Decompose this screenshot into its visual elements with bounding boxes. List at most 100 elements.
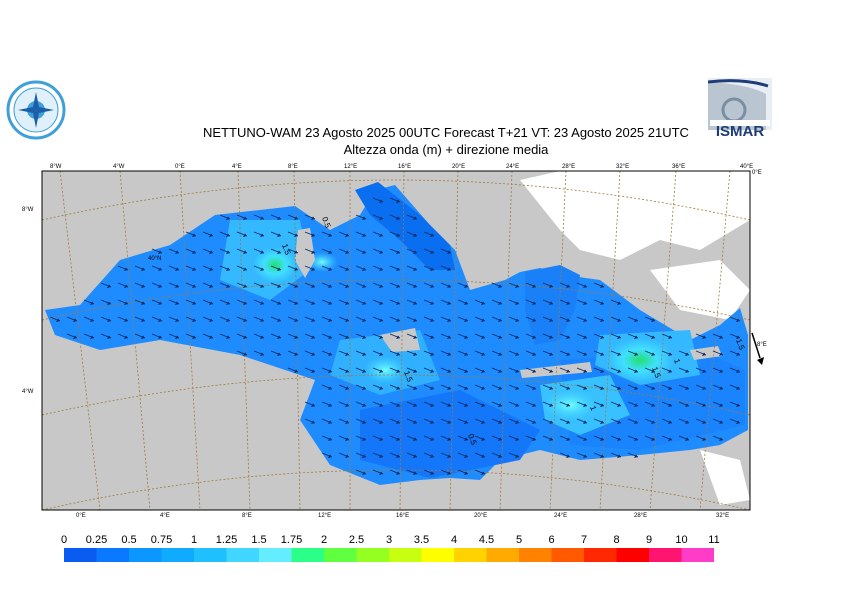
wave-arrow bbox=[236, 350, 248, 356]
wave-arrow bbox=[321, 333, 333, 339]
legend-label: 0 bbox=[61, 534, 67, 546]
chart-title: NETTUNO-WAM 23 Agosto 2025 00UTC Forecas… bbox=[203, 125, 689, 140]
wave-arrow bbox=[610, 384, 622, 390]
wave-arrow bbox=[508, 367, 520, 373]
wave-arrow bbox=[576, 452, 588, 458]
wave-arrow bbox=[372, 333, 384, 339]
wave-arrow bbox=[576, 401, 588, 407]
legend-label: 7 bbox=[581, 534, 587, 546]
wave-arrow bbox=[457, 401, 469, 407]
wave-arrow bbox=[185, 248, 197, 254]
wave-arrow bbox=[372, 418, 384, 424]
wave-arrow bbox=[168, 282, 180, 288]
wave-arrow bbox=[202, 299, 214, 305]
wave-arrow bbox=[695, 350, 707, 356]
wave-arrow bbox=[355, 435, 367, 441]
wave-arrow bbox=[134, 299, 146, 305]
wave-arrow bbox=[729, 401, 741, 407]
wave-arrow bbox=[338, 384, 350, 390]
wave-arrow bbox=[491, 384, 503, 390]
wave-arrow bbox=[440, 265, 452, 271]
wave-arrow bbox=[236, 231, 248, 237]
legend-label: 4 bbox=[451, 534, 457, 546]
wave-arrow bbox=[389, 265, 401, 271]
wave-arrow bbox=[576, 350, 588, 356]
wave-arrow bbox=[355, 316, 367, 322]
wave-arrow bbox=[100, 316, 112, 322]
wave-arrow bbox=[321, 367, 333, 373]
chart-subtitle: Altezza onda (m) + direzione media bbox=[343, 142, 549, 157]
wave-arrow bbox=[525, 299, 537, 305]
wave-arrow bbox=[406, 265, 418, 271]
wave-arrow bbox=[491, 350, 503, 356]
wave-arrow bbox=[151, 282, 163, 288]
wave-arrow bbox=[321, 384, 333, 390]
wave-arrow bbox=[83, 299, 95, 305]
wave-arrow bbox=[423, 333, 435, 339]
wave-arrow bbox=[406, 401, 418, 407]
legend-swatch bbox=[649, 548, 682, 562]
legend-label: 10 bbox=[675, 534, 687, 546]
bottom-tick: 32°E bbox=[716, 513, 729, 519]
legend-label: 0.25 bbox=[86, 534, 107, 546]
wave-arrow bbox=[270, 350, 282, 356]
wave-arrow bbox=[695, 418, 707, 424]
wave-arrow bbox=[117, 265, 129, 271]
wave-arrow bbox=[559, 350, 571, 356]
wave-arrow bbox=[100, 282, 112, 288]
wave-arrow bbox=[627, 452, 639, 458]
wave-arrow bbox=[661, 435, 673, 441]
wave-arrow bbox=[253, 299, 265, 305]
wave-arrow bbox=[423, 452, 435, 458]
wave-arrow bbox=[355, 214, 367, 220]
wave-arrow bbox=[593, 350, 605, 356]
wave-arrow bbox=[440, 282, 452, 288]
wave-arrow bbox=[117, 282, 129, 288]
wave-arrow bbox=[559, 282, 571, 288]
wave-arrow bbox=[610, 401, 622, 407]
highland-area bbox=[650, 260, 750, 320]
wave-arrow bbox=[270, 333, 282, 339]
wave-arrow bbox=[474, 401, 486, 407]
wave-arrow bbox=[576, 299, 588, 305]
wave-arrow bbox=[474, 384, 486, 390]
wave-arrow bbox=[695, 367, 707, 373]
wave-arrow bbox=[661, 401, 673, 407]
legend-swatch bbox=[356, 548, 389, 562]
wave-arrow bbox=[389, 197, 401, 203]
wave-arrow bbox=[440, 452, 452, 458]
wave-arrow bbox=[610, 316, 622, 322]
wave-arrow bbox=[712, 435, 724, 441]
wave-arrow bbox=[372, 197, 384, 203]
wave-arrow bbox=[644, 418, 656, 424]
legend-label: 3 bbox=[386, 534, 392, 546]
wave-arrow bbox=[474, 367, 486, 373]
wave-arrow bbox=[440, 333, 452, 339]
wave-arrow bbox=[389, 316, 401, 322]
wave-arrow bbox=[372, 469, 384, 475]
wave-arrow bbox=[627, 418, 639, 424]
wave-arrow bbox=[219, 265, 231, 271]
wave-arrow bbox=[287, 316, 299, 322]
wave-arrow bbox=[338, 299, 350, 305]
legend-swatch bbox=[551, 548, 584, 562]
bottom-tick: 16°E bbox=[396, 513, 409, 519]
wave-arrow bbox=[134, 265, 146, 271]
wave-arrow bbox=[423, 299, 435, 305]
wave-arrow bbox=[406, 367, 418, 373]
wave-arrow bbox=[389, 333, 401, 339]
top-tick: 0°E bbox=[175, 164, 185, 170]
wave-arrow bbox=[134, 333, 146, 339]
wave-arrow bbox=[508, 452, 520, 458]
wave-arrow bbox=[219, 282, 231, 288]
wave-arrow bbox=[202, 316, 214, 322]
wave-arrow bbox=[355, 265, 367, 271]
wave-arrow bbox=[457, 469, 469, 475]
top-tick: 8°W bbox=[50, 164, 62, 170]
wave-arrow bbox=[355, 384, 367, 390]
wave-arrow bbox=[457, 452, 469, 458]
wave-arrow bbox=[559, 299, 571, 305]
wave-arrow bbox=[644, 384, 656, 390]
wave-arrow bbox=[542, 333, 554, 339]
wave-arrow bbox=[457, 350, 469, 356]
